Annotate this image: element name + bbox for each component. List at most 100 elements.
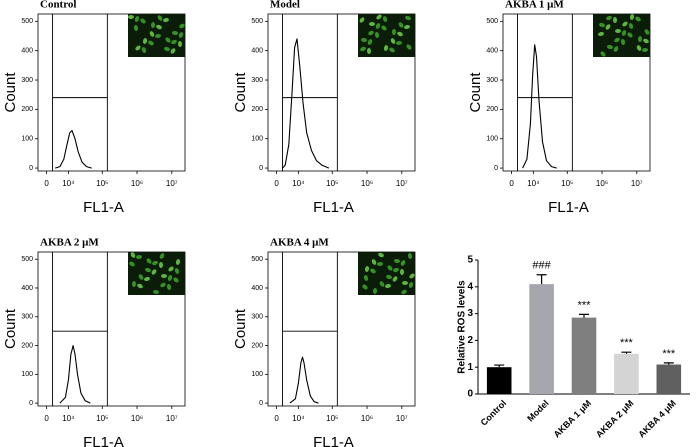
inset-cell [138,274,144,280]
x-axis-label: FL1-A [313,434,354,447]
y-axis-label: Relative ROS levels [457,280,468,374]
inset-cell [644,29,650,35]
y-tick-label: 300 [251,314,263,321]
inset-cell [135,45,141,51]
y-tick-label: 400 [21,48,33,55]
y-tick-label: 0 [494,165,498,172]
x-tick-label: AKBA 4 μM [636,398,677,439]
x-axis-label: FL1-A [313,199,354,216]
inset-cell [408,282,414,288]
y-tick-label: 5 [467,255,473,266]
panel-title: Model [270,0,300,11]
y-axis-label: Count [2,308,19,349]
inset-cell [637,36,643,42]
y-tick-label: 0 [467,389,473,400]
y-tick-label: 0 [29,165,33,172]
inset-cell [368,30,374,36]
inset-cell [152,260,158,266]
inset-cell [178,32,184,38]
x-tick-label: 10⁴ [62,179,75,188]
inset-cell [130,252,136,258]
inset-cell [170,48,176,54]
x-tick-label: Model [525,398,550,423]
inset-cell [390,38,396,44]
x-tick-label: 0 [274,414,279,423]
inset-cell [406,44,412,50]
error-bar [494,364,505,368]
significance-label: *** [662,348,676,360]
inset-cell [161,274,167,278]
bar [529,284,554,394]
inset-cell [142,38,148,44]
plot-frame [37,251,186,407]
inset-cell [359,17,365,23]
inset-cell [133,25,139,31]
inset-cell [129,261,135,267]
inset-cell [377,261,383,267]
y-tick-label: 200 [486,106,498,113]
inset-cell [394,258,400,264]
inset-cell [376,14,382,20]
histogram-curve [289,356,319,404]
x-tick-label: 10⁴ [62,414,75,423]
x-tick-label: 0 [509,179,514,188]
y-tick-label: 300 [21,77,33,84]
x-tick-label: AKBA 2 μM [594,398,635,439]
inset-cell [141,47,147,53]
y-axis-label: Count [232,308,249,349]
inset-cell [381,25,387,31]
inset-cell [643,38,649,44]
inset-cell [173,277,179,283]
x-tick-label: 10⁷ [631,179,643,188]
error-bar [663,362,674,365]
inset-cell [131,281,137,287]
inset-cell [397,31,403,37]
y-tick-label: 200 [251,106,263,113]
inset-cell [375,23,381,29]
inset-cell [144,276,150,282]
inset-cell [378,252,384,258]
inset-cell [157,15,163,21]
y-tick-label: 300 [486,77,498,84]
inset-cell [149,31,155,37]
inset-cell [148,40,154,46]
inset-cell [628,23,634,29]
error-bar [536,274,547,285]
inset-cell [615,29,621,33]
inset-cell [137,283,143,289]
inset-cell [158,262,164,268]
bar [571,317,597,394]
inset-cell [153,289,159,295]
inset-cell [607,44,613,50]
plot-frame [267,251,416,407]
inset-image [593,14,650,57]
inset-cell [174,268,180,274]
inset-cell [642,47,648,53]
inset-cell [392,276,398,282]
inset-cell [165,37,171,43]
inset-cell [389,47,395,53]
inset-cell [146,258,152,264]
y-tick-label: 200 [21,106,33,113]
inset-cell [599,22,605,28]
inset-cell [605,24,611,30]
inset-cell [145,267,151,273]
inset-cell [387,265,393,271]
inset-cell [175,259,181,265]
y-tick-label: 100 [21,136,33,143]
inset-cell [163,17,169,23]
inset-cell [136,254,142,260]
inset-cell [360,46,366,52]
y-tick-label: 100 [251,371,263,378]
inset-cell [398,22,404,28]
y-tick-label: 4 [467,281,473,292]
panel-title: Control [40,0,76,11]
panel-title: AKBA 2 μM [40,237,99,249]
inset-cell [404,24,410,30]
x-tick-label: 10⁴ [527,179,540,188]
inset-cell [150,22,156,28]
bar [656,364,682,394]
inset-cell [369,22,375,26]
x-tick-label: 10⁵ [326,414,338,423]
inset-cell [385,283,391,289]
